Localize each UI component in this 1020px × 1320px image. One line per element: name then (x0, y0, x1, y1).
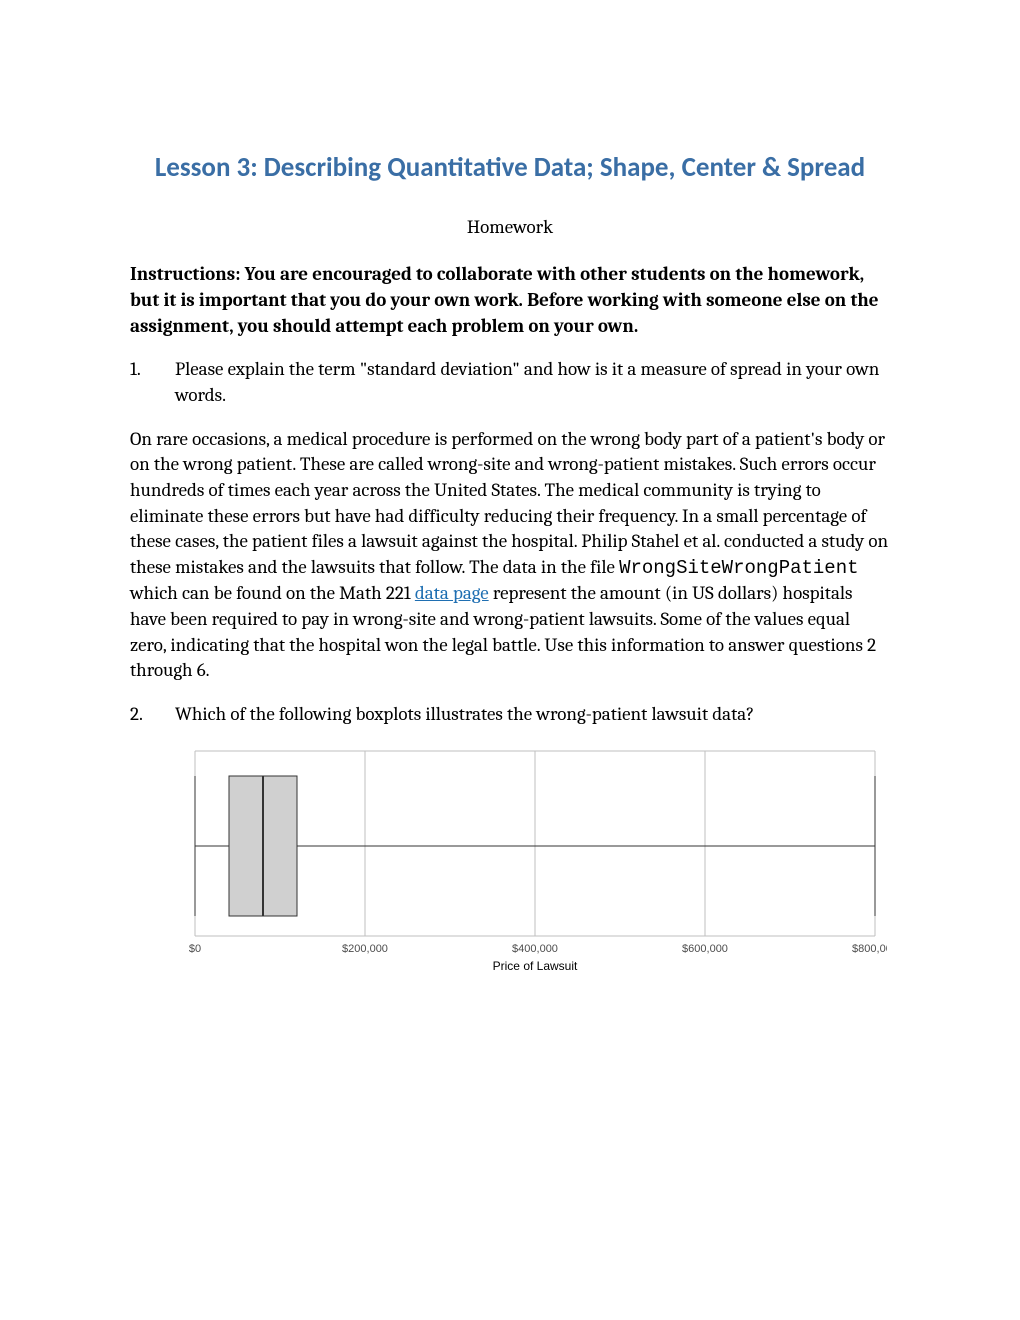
subtitle: Homework (130, 216, 890, 238)
svg-text:Price of Lawsuit: Price of Lawsuit (493, 959, 578, 973)
context-mid: which can be found on the Math 221 (130, 582, 415, 604)
svg-text:$400,000: $400,000 (512, 943, 558, 955)
data-page-link[interactable]: data page (415, 582, 489, 604)
context-pre: On rare occasions, a medical procedure i… (130, 428, 888, 578)
svg-text:$600,000: $600,000 (682, 943, 728, 955)
svg-text:$800,000: $800,000 (852, 943, 887, 955)
question-2: 2. Which of the following boxplots illus… (130, 702, 890, 728)
page-title: Lesson 3: Describing Quantitative Data; … (130, 150, 890, 186)
instructions-text: Instructions: You are encouraged to coll… (130, 262, 890, 339)
question-text: Which of the following boxplots illustra… (175, 702, 890, 728)
context-filename: WrongSiteWrongPatient (619, 557, 858, 579)
boxplot-container: $0 $200,000 $400,000 $600,000 $800,000 Price … (175, 746, 890, 976)
svg-text:$0: $0 (189, 943, 201, 955)
context-paragraph: On rare occasions, a medical procedure i… (130, 427, 890, 684)
boxplot-chart: $0 $200,000 $400,000 $600,000 $800,000 Price … (175, 746, 887, 976)
question-number: 2. (130, 702, 175, 728)
question-text: Please explain the term "standard deviat… (175, 357, 890, 408)
svg-text:$200,000: $200,000 (342, 943, 388, 955)
question-1: 1. Please explain the term "standard dev… (130, 357, 890, 408)
question-number: 1. (130, 357, 175, 408)
